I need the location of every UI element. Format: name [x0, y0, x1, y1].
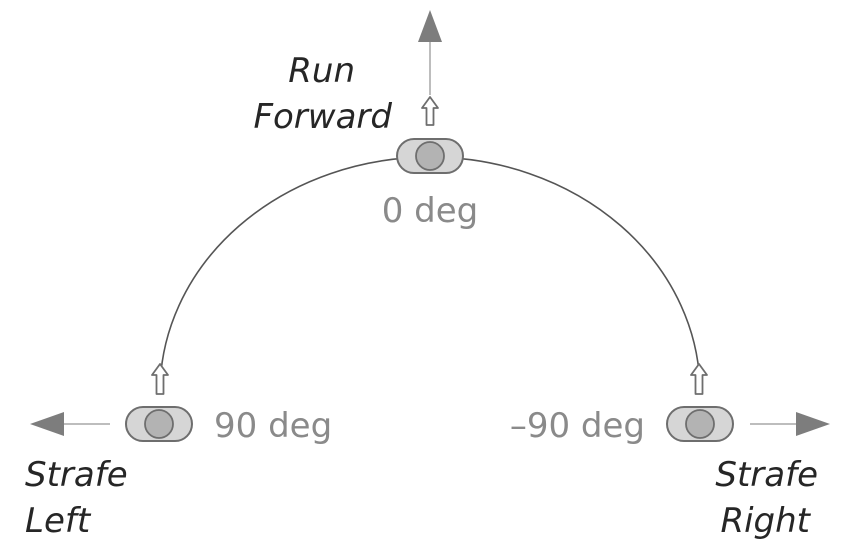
forward-angle-label: 0 deg	[382, 191, 479, 231]
left-character-icon	[125, 406, 193, 442]
forward-facing-arrow-icon	[421, 96, 439, 126]
right-angle-label: –90 deg	[510, 406, 645, 446]
right-label-line2: Right	[720, 501, 811, 541]
right-character-icon	[666, 406, 734, 442]
forward-arrow-icon	[418, 10, 442, 95]
strafe-right-arrow-icon	[750, 412, 830, 436]
right-facing-arrow-icon	[690, 363, 708, 395]
strafe-left-arrow-icon	[30, 412, 110, 436]
right-label-line1: Strafe	[715, 455, 818, 495]
forward-label-line1: Run	[288, 51, 355, 91]
left-angle-label: 90 deg	[214, 406, 332, 446]
left-facing-arrow-icon	[151, 363, 169, 395]
forward-label-line2: Forward	[253, 97, 392, 137]
left-label-line1: Strafe	[25, 455, 128, 495]
forward-character-icon	[396, 138, 464, 174]
left-label-line2: Left	[25, 501, 92, 541]
